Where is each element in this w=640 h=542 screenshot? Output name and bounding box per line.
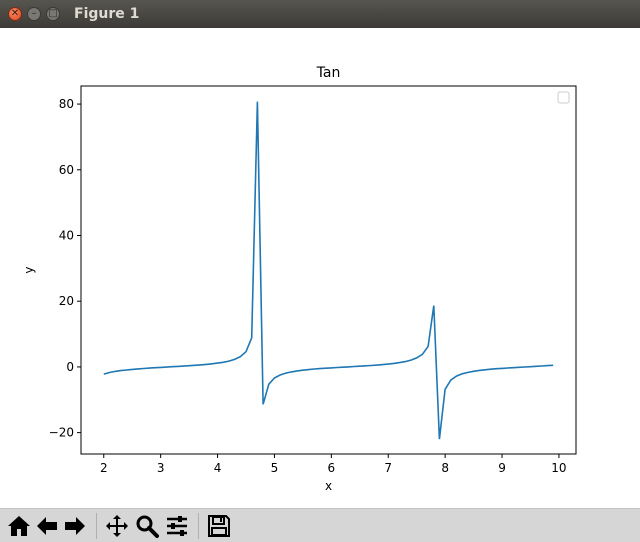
y-tick-label: 40 [59, 229, 74, 243]
x-tick-label: 5 [271, 461, 279, 475]
pan-button[interactable] [104, 513, 130, 539]
maximize-button[interactable]: □ [46, 7, 60, 21]
series-line-tan [103, 101, 554, 440]
maximize-icon: □ [48, 8, 58, 19]
minimize-icon: – [31, 8, 37, 19]
pan-icon [106, 515, 128, 537]
y-tick-label: 60 [59, 163, 74, 177]
axes-frame [80, 85, 577, 455]
x-tick-label: 8 [441, 461, 449, 475]
x-tick-label: 6 [328, 461, 336, 475]
navigation-toolbar [0, 508, 640, 542]
home-icon [8, 516, 30, 536]
x-tick-label: 7 [384, 461, 392, 475]
subplots-button[interactable] [164, 513, 190, 539]
back-button[interactable] [34, 513, 60, 539]
back-icon [37, 517, 57, 535]
x-axis-label: x [325, 479, 332, 493]
y-axis-label: y [22, 266, 36, 273]
toolbar-separator [198, 513, 199, 539]
forward-button[interactable] [62, 513, 88, 539]
y-tick-label: 80 [59, 97, 74, 111]
legend [557, 91, 570, 104]
close-icon: ✕ [10, 8, 20, 19]
tan-chart: 2 3 4 5 6 7 8 9 10 −20 0 20 40 60 80 Tan x y [22, 65, 577, 493]
forward-icon [65, 517, 85, 535]
x-tick-label: 9 [498, 461, 506, 475]
title-bar: ✕ – □ Figure 1 [0, 0, 640, 28]
toolbar-separator [96, 513, 97, 539]
y-tick-label: −20 [49, 426, 74, 440]
zoom-button[interactable] [134, 513, 160, 539]
zoom-icon [136, 515, 159, 538]
window-title: Figure 1 [74, 6, 140, 22]
y-tick-label: 0 [66, 360, 74, 374]
subplots-icon [167, 516, 187, 536]
y-tick-label: 20 [59, 294, 74, 308]
save-button[interactable] [206, 513, 232, 539]
minimize-button[interactable]: – [27, 7, 41, 21]
x-tick-label: 3 [157, 461, 165, 475]
x-tick-label: 4 [214, 461, 222, 475]
chart-title: Tan [316, 65, 341, 81]
figure-canvas[interactable]: 2 3 4 5 6 7 8 9 10 −20 0 20 40 60 80 Tan x y [0, 28, 640, 508]
home-button[interactable] [6, 513, 32, 539]
close-button[interactable]: ✕ [8, 7, 22, 21]
x-tick-label: 10 [551, 461, 566, 475]
x-tick-label: 2 [100, 461, 108, 475]
save-icon [208, 515, 230, 537]
